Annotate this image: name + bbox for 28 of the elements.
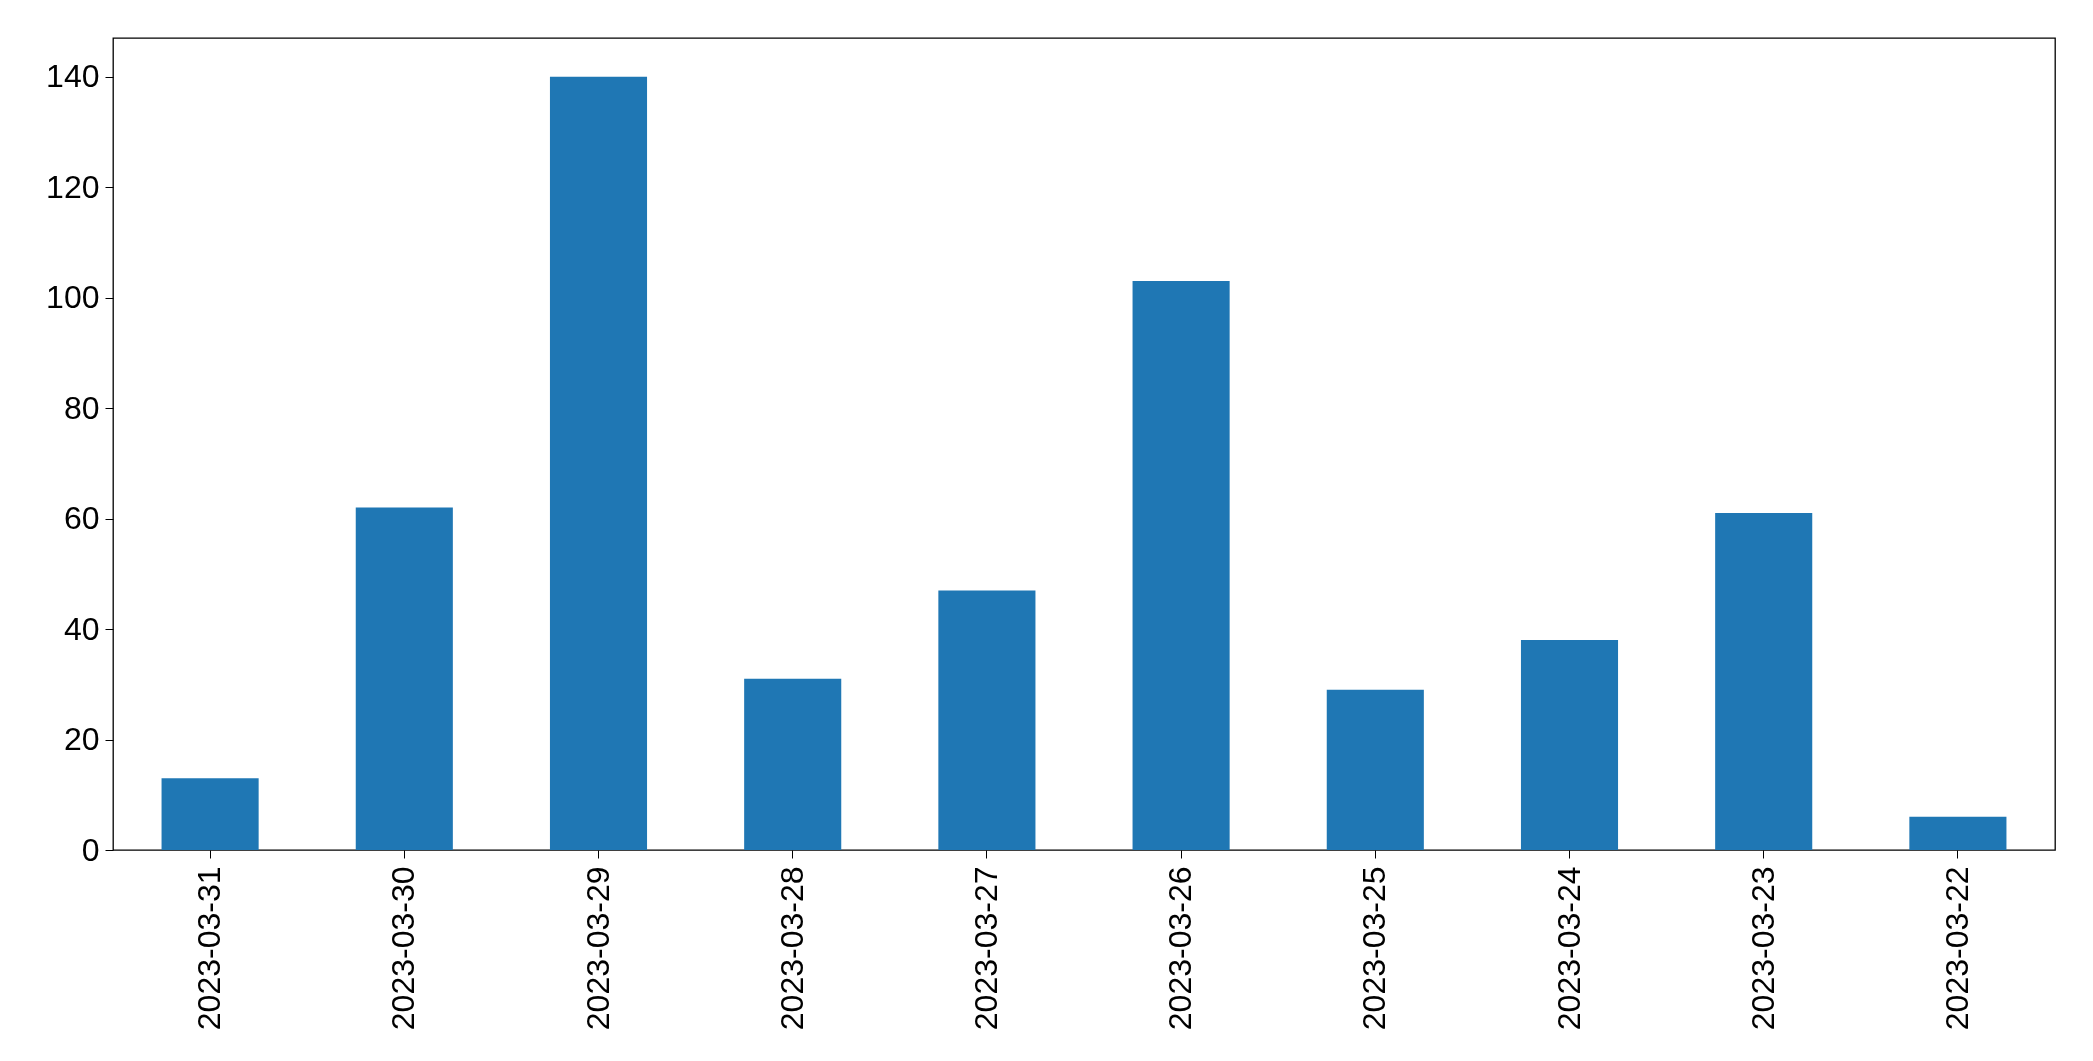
x-tick-label: 2023-03-31 [191,866,228,1031]
bar [1132,281,1230,850]
y-tick-label: 100 [46,279,100,316]
bar [355,507,453,850]
y-tick-label: 0 [81,831,100,868]
bar [1909,816,2007,850]
x-tick-label: 2023-03-28 [773,866,810,1031]
x-tick-label: 2023-03-22 [1938,866,1975,1031]
y-tick-label: 140 [46,58,100,95]
bar [744,678,842,850]
y-tick-label: 60 [63,500,100,537]
x-tick-label: 2023-03-30 [385,866,422,1031]
bar [161,778,259,850]
y-tick-label: 80 [63,389,100,426]
bar [1715,513,1813,850]
y-tick-label: 40 [63,610,100,647]
y-tick-label: 120 [46,168,100,205]
bar [1520,640,1619,850]
x-tick-label: 2023-03-23 [1744,866,1781,1031]
bar [549,76,648,850]
x-tick-label: 2023-03-24 [1550,866,1587,1031]
x-tick-label: 2023-03-26 [1162,866,1199,1031]
x-tick-label: 2023-03-27 [967,866,1004,1031]
y-tick-label: 20 [63,721,100,758]
x-tick-label: 2023-03-25 [1356,866,1393,1031]
bar [938,590,1036,850]
x-tick-label: 2023-03-29 [579,866,616,1031]
bar [1326,689,1424,850]
